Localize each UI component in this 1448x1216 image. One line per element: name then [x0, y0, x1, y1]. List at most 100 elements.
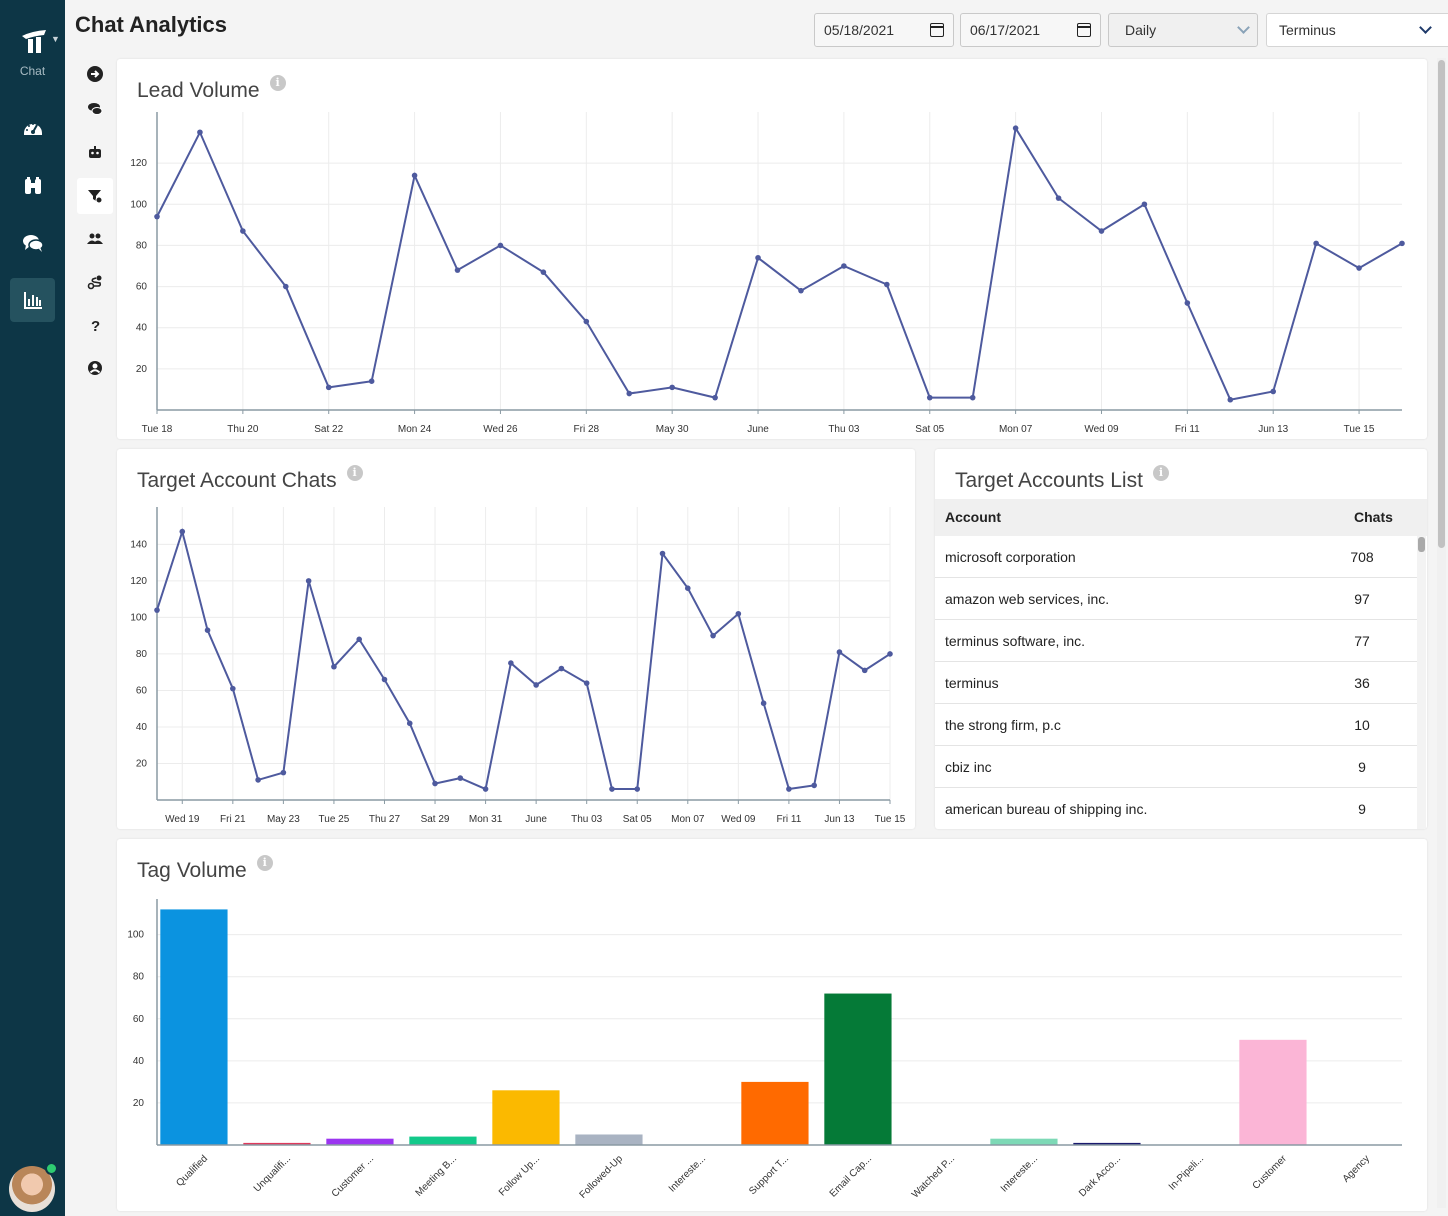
table-row[interactable]: the strong firm, p.c 10: [935, 704, 1417, 746]
data-point: [1012, 125, 1019, 131]
table-row[interactable]: terminus 36: [935, 662, 1417, 704]
data-point: [634, 786, 641, 792]
data-point: [305, 578, 312, 584]
account-name: microsoft corporation: [945, 549, 1076, 565]
table-row[interactable]: cbiz inc 9: [935, 746, 1417, 788]
y-tick-label: 60: [136, 282, 148, 293]
y-tick-label: 20: [133, 1098, 145, 1109]
bar: [1239, 1039, 1307, 1145]
y-tick-label: 100: [130, 612, 147, 623]
x-tick-label: Sat 05: [623, 814, 652, 825]
table-row[interactable]: microsoft corporation 708: [935, 536, 1417, 578]
account-chat-count: 708: [1350, 549, 1374, 565]
account-chat-count: 97: [1354, 591, 1370, 607]
data-point: [710, 632, 716, 639]
x-tick-label: Support T...: [747, 1153, 791, 1197]
data-point: [154, 607, 160, 613]
info-icon[interactable]: i: [256, 855, 273, 871]
data-point: [457, 775, 464, 781]
data-point: [368, 378, 375, 385]
data-point: [1141, 201, 1148, 208]
product-switcher-caret-icon[interactable]: ▼: [51, 34, 60, 44]
sidebar-item-conversations[interactable]: [10, 221, 55, 265]
info-icon[interactable]: i: [346, 465, 363, 481]
data-point: [760, 700, 767, 707]
data-point: [406, 720, 413, 727]
bar: [409, 1136, 477, 1145]
x-tick-label: Sat 05: [915, 424, 944, 435]
x-tick-label: Jun 13: [1258, 424, 1288, 435]
chevron-down-icon: [1237, 21, 1250, 34]
x-tick-label: Thu 27: [369, 814, 401, 825]
x-tick-label: Customer: [1251, 1153, 1290, 1192]
data-point: [411, 172, 418, 179]
account-chat-count: 9: [1358, 801, 1366, 817]
start-date-input[interactable]: 05/18/2021: [814, 13, 954, 47]
tag-volume-chart: 20 40 60 80 100 Qualified Unqualifi... Customer…: [127, 899, 1402, 1201]
accounts-table-body: microsoft corporation 708 amazon web servi…: [935, 536, 1417, 829]
rail-item-profile[interactable]: [77, 350, 113, 386]
table-scrollbar-thumb[interactable]: [1418, 537, 1425, 552]
data-point: [836, 649, 843, 655]
start-date-value: 05/18/2021: [824, 22, 895, 38]
lead-volume-title: Lead Volume i: [137, 75, 286, 103]
x-tick-label: Tue 25: [319, 814, 350, 825]
x-tick-label: June: [525, 814, 547, 825]
column-header-chats[interactable]: Chats: [1354, 509, 1393, 525]
data-point: [356, 636, 363, 643]
account-select[interactable]: Terminus: [1266, 13, 1448, 47]
data-point: [331, 663, 337, 670]
rail-item-routing[interactable]: [77, 264, 113, 300]
sidebar-item-dashboard[interactable]: [10, 107, 55, 151]
account-name: amazon web services, inc.: [945, 591, 1110, 607]
table-scrollbar[interactable]: [1417, 536, 1426, 829]
data-point: [1098, 228, 1105, 234]
rail-item-target-accounts[interactable]: [77, 178, 113, 214]
page-scrollbar[interactable]: [1437, 58, 1446, 1208]
target-account-chats-title: Target Account Chats i: [137, 465, 363, 493]
data-point: [684, 585, 691, 592]
terminus-logo-icon[interactable]: [20, 28, 48, 54]
page-title: Chat Analytics: [75, 12, 228, 37]
sidebar-item-analytics[interactable]: [10, 278, 55, 322]
table-row[interactable]: american bureau of shipping inc. 9: [935, 788, 1417, 829]
data-point: [926, 394, 933, 401]
data-point: [884, 281, 890, 288]
x-tick-label: Sat 29: [421, 814, 450, 825]
x-tick-label: Agency: [1341, 1153, 1372, 1184]
accounts-table-header: Account Chats: [935, 499, 1427, 536]
rail-item-bots[interactable]: [77, 134, 113, 170]
sidebar-item-prospecting[interactable]: [10, 164, 55, 208]
rail-item-help[interactable]: ?: [77, 307, 113, 343]
x-tick-label: Email Cap...: [828, 1153, 874, 1199]
x-tick-label: Sat 22: [314, 424, 343, 435]
bar: [243, 1142, 311, 1145]
bar: [990, 1138, 1058, 1145]
table-row[interactable]: terminus software, inc. 77: [935, 620, 1417, 662]
page-scrollbar-thumb[interactable]: [1438, 60, 1445, 548]
x-tick-label: Follow Up...: [497, 1153, 542, 1198]
table-row[interactable]: amazon web services, inc. 97: [935, 578, 1417, 620]
rail-item-expand[interactable]: [77, 56, 113, 92]
x-tick-label: June: [747, 424, 769, 435]
calendar-icon[interactable]: [1077, 23, 1091, 37]
calendar-icon[interactable]: [930, 23, 944, 37]
y-tick-label: 80: [136, 240, 148, 251]
info-icon[interactable]: i: [269, 75, 286, 91]
target-account-chats-card: Target Account Chats i 20 40 60 80 100 120 140…: [117, 449, 915, 829]
x-tick-label: Intereste...: [667, 1153, 708, 1194]
rail-item-chats[interactable]: [77, 91, 113, 127]
dashboard-icon: [23, 123, 42, 135]
rail-item-agents[interactable]: [77, 221, 113, 257]
interval-select[interactable]: Daily: [1108, 13, 1258, 47]
end-date-input[interactable]: 06/17/2021: [960, 13, 1101, 47]
y-tick-label: 100: [127, 930, 144, 941]
data-point: [1399, 240, 1405, 247]
binoculars-icon: [24, 177, 41, 194]
lead-volume-card: Lead Volume i 20 40 60 80 100 120 Tue 18 Thu 20…: [117, 59, 1427, 439]
column-header-account[interactable]: Account: [945, 509, 1001, 525]
account-chat-count: 77: [1354, 633, 1370, 649]
account-name: the strong firm, p.c: [945, 717, 1061, 733]
data-point: [1356, 265, 1362, 271]
info-icon[interactable]: i: [1152, 465, 1169, 481]
